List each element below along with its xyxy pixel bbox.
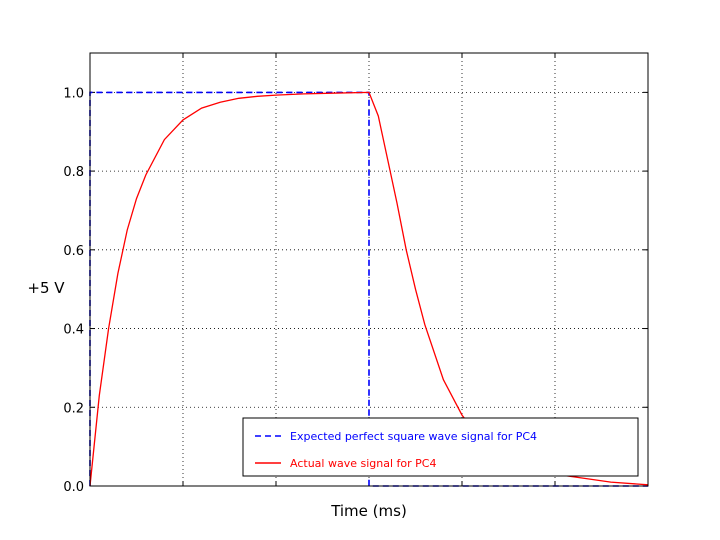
tick-labels: 0.0 0.2 0.4 0.6 0.8 1.0: [63, 86, 84, 495]
y-tick-label: 0.6: [63, 244, 84, 259]
y-tick-label: 0.0: [63, 480, 84, 495]
y-tick-label: 0.4: [63, 323, 84, 338]
legend-label-2: Actual wave signal for PC4: [290, 457, 436, 470]
plot-frame: [89, 52, 649, 487]
legend: Expected perfect square wave signal for …: [242, 417, 639, 477]
y-tick-label: 0.2: [63, 401, 84, 416]
legend-label-1: Expected perfect square wave signal for …: [290, 430, 537, 443]
x-axis-label: Time (ms): [330, 502, 407, 520]
y-tick-label: 0.8: [63, 165, 84, 180]
y-tick-label: 1.0: [63, 86, 84, 101]
legend-box: [242, 417, 639, 477]
y-axis-label: +5 V: [27, 279, 65, 297]
